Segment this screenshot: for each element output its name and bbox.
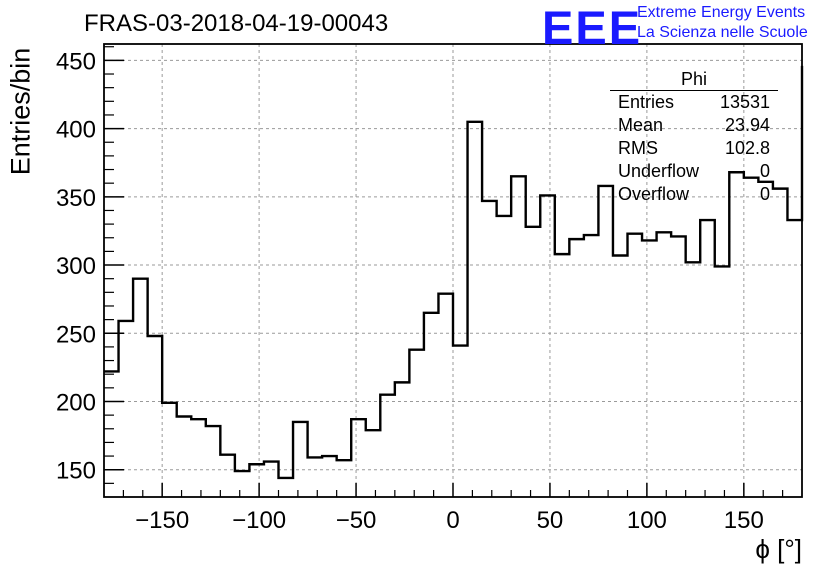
y-tick-labels: 150 200 250 300 350 400 450 — [56, 48, 96, 484]
logo-caption-line1: Extreme Energy Events — [637, 4, 806, 21]
stats-title: Phi — [610, 68, 778, 91]
plot-frame — [103, 43, 803, 498]
stats-label: RMS — [618, 138, 658, 158]
stats-value: 102.8 — [724, 138, 770, 158]
stats-row: Underflow 0 — [610, 160, 778, 183]
stats-row: RMS 102.8 — [610, 137, 778, 160]
y-tick-label: 250 — [56, 321, 96, 348]
x-tick-label: −100 — [232, 507, 286, 534]
x-tick-label: 150 — [724, 507, 764, 534]
stats-label: Overflow — [618, 184, 690, 204]
x-tick-label: 0 — [446, 507, 459, 534]
x-tick-label: 50 — [537, 507, 564, 534]
stats-value: 0 — [759, 184, 770, 204]
y-axis-label: Entries/bin — [5, 47, 36, 176]
eee-logo: EEE — [542, 1, 643, 54]
y-tick-label: 150 — [56, 458, 96, 485]
stats-value: 23.94 — [724, 115, 770, 135]
chart-title: FRAS-03-2018-04-19-00043 — [84, 10, 389, 37]
x-axis-label: ϕ [°] — [755, 534, 802, 564]
histogram-series-phi — [104, 65, 804, 480]
stats-box: Phi Entries 13531 Mean 23.94 RMS 102.8 Unde… — [610, 68, 778, 206]
logo-caption-line2: La Scienza nelle Scuole — [637, 24, 808, 41]
stats-label: Mean — [618, 115, 664, 135]
y-tick-label: 350 — [56, 185, 96, 212]
stats-label: Underflow — [618, 161, 700, 181]
x-tick-label: 100 — [627, 507, 667, 534]
stats-value: 0 — [759, 161, 770, 181]
x-tick-label: −50 — [336, 507, 377, 534]
x-tick-label: −150 — [135, 507, 189, 534]
y-tick-label: 400 — [56, 117, 96, 144]
y-tick-label: 200 — [56, 389, 96, 416]
x-tick-labels: −150 −100 −50 0 50 100 150 — [135, 507, 764, 534]
axis-ticks — [104, 46, 784, 497]
y-tick-label: 300 — [56, 253, 96, 280]
stats-row: Entries 13531 — [610, 91, 778, 114]
stats-label: Entries — [618, 92, 675, 112]
stats-row: Overflow 0 — [610, 183, 778, 206]
logo-caption: Extreme Energy Events La Scienza nelle S… — [637, 3, 808, 43]
stats-row: Mean 23.94 — [610, 114, 778, 137]
stats-value: 13531 — [719, 92, 770, 112]
y-tick-label: 450 — [56, 48, 96, 75]
